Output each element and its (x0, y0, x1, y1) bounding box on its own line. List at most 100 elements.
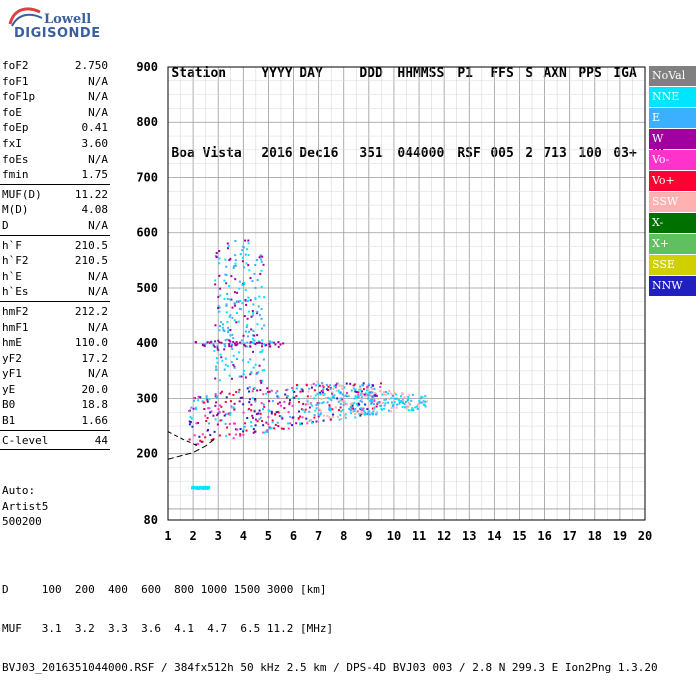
echo-point (234, 344, 237, 347)
echo-point (234, 259, 237, 262)
echo-point (235, 358, 238, 361)
echo-point (280, 427, 283, 430)
echo-point (369, 393, 372, 396)
echo-point (207, 486, 210, 489)
echo-point (195, 487, 198, 490)
x-tick-label: 1 (164, 529, 171, 543)
echo-point (332, 387, 335, 390)
echo-point (306, 403, 309, 406)
echo-point (356, 410, 359, 413)
echo-point (328, 405, 331, 408)
echo-point (358, 388, 361, 391)
hdr-label-ddd: DDD (359, 66, 383, 81)
echo-point (228, 433, 231, 436)
echo-point (262, 358, 265, 361)
echo-point (204, 486, 207, 489)
echo-point (188, 438, 191, 441)
param-label: B0 (2, 398, 16, 412)
echo-point (360, 411, 363, 414)
echo-point (264, 344, 267, 347)
echo-point (343, 386, 346, 389)
echo-point (316, 402, 319, 405)
header-values: Boa Vista 2016 Dec16 351 044000 RSF 005 2 713 100… (140, 130, 664, 178)
echo-point (215, 255, 218, 258)
echo-point (349, 412, 352, 415)
echo-point (226, 426, 229, 429)
echo-point (214, 283, 217, 286)
echo-point (196, 485, 199, 488)
echo-point (332, 415, 335, 418)
echo-point (318, 402, 321, 405)
echo-point (217, 349, 220, 352)
x-tick-label: 11 (412, 529, 426, 543)
echo-point (188, 420, 191, 423)
echo-point (198, 435, 201, 438)
echo-point (318, 414, 321, 417)
echo-point (254, 297, 257, 300)
echo-point (243, 425, 246, 428)
echo-point (355, 410, 358, 413)
echo-point (372, 410, 375, 413)
param-label: yF2 (2, 351, 22, 365)
echo-point (287, 427, 290, 430)
echo-point (334, 406, 337, 409)
legend-item: Vo- (649, 149, 696, 170)
echo-point (246, 387, 249, 390)
echo-point (199, 396, 202, 399)
echo-point (190, 417, 193, 420)
echo-point (261, 420, 264, 423)
echo-point (214, 395, 217, 398)
echo-point (221, 323, 224, 326)
echo-point (272, 341, 275, 344)
echo-point (297, 397, 300, 400)
echo-point (364, 393, 367, 396)
echo-point (244, 345, 247, 348)
param-label: foEp (2, 121, 29, 135)
echo-point (281, 417, 284, 420)
echo-point (254, 263, 257, 266)
echo-point (268, 400, 271, 403)
echo-point (239, 299, 242, 302)
echo-point (322, 419, 325, 422)
param-value: N/A (88, 152, 108, 166)
hdr-value-p1: RSF (457, 146, 481, 161)
echo-point (401, 398, 404, 401)
echo-point (306, 422, 309, 425)
echo-point (206, 486, 209, 489)
echo-point (218, 411, 221, 414)
echo-point (250, 409, 253, 412)
echo-point (252, 342, 255, 345)
echo-point (219, 419, 222, 422)
echo-point (408, 403, 411, 406)
param-row: foF2 2.750 (0, 58, 112, 74)
echo-point (224, 413, 227, 416)
echo-point (347, 395, 350, 398)
echo-point (361, 400, 364, 403)
echo-point (268, 340, 271, 343)
param-value: N/A (88, 90, 108, 104)
echo-point (236, 300, 239, 303)
echo-point (333, 394, 336, 397)
echo-point (404, 400, 407, 403)
echo-point (251, 341, 254, 344)
echo-point (204, 436, 207, 439)
param-row: B1 1.66 (0, 413, 112, 429)
param-row: fxI 3.60 (0, 136, 112, 152)
echo-point (217, 295, 220, 298)
x-tick-label: 17 (562, 529, 576, 543)
echo-point (266, 430, 269, 433)
echo-point (192, 486, 195, 489)
echo-point (260, 269, 263, 272)
echo-point (270, 410, 273, 413)
echo-point (191, 425, 194, 428)
echo-point (292, 416, 295, 419)
echo-point (191, 486, 194, 489)
echo-point (354, 416, 357, 419)
echo-point (214, 340, 217, 343)
echo-point (238, 307, 241, 310)
echo-point (262, 403, 265, 406)
echo-point (403, 396, 406, 399)
header-labels: StationYYYYDAYDDDHHMMSSP1FFSSAXNPPSIGAPS (140, 50, 664, 98)
echo-point (239, 428, 242, 431)
echo-point (277, 396, 280, 399)
